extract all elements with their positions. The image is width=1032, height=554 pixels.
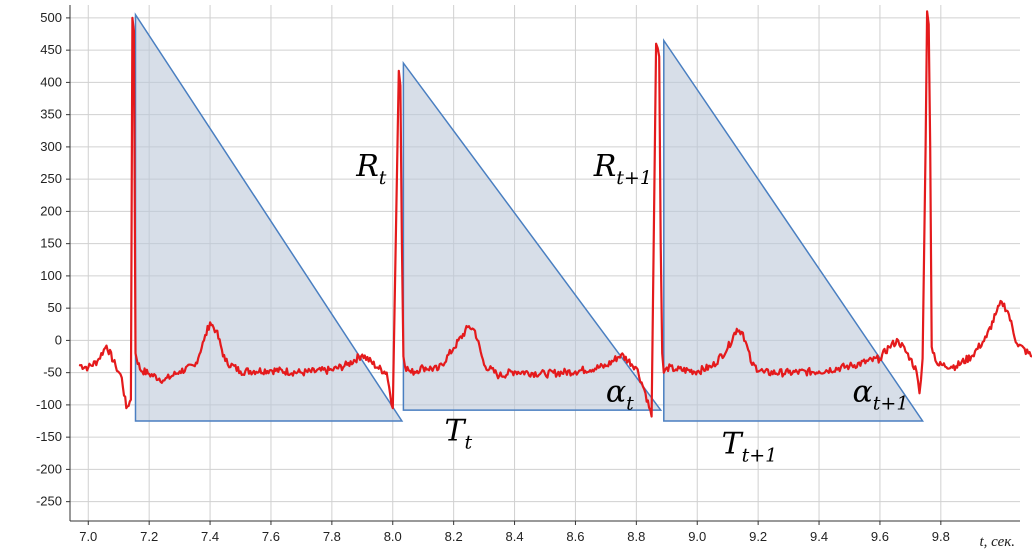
x-tick-label: 7.6 — [262, 529, 280, 544]
y-tick-label: -200 — [36, 461, 62, 476]
x-axis-label: t, сек. — [979, 534, 1015, 550]
x-tick-label: 8.4 — [506, 529, 524, 544]
y-tick-label: 450 — [40, 42, 62, 57]
y-tick-labels: 500450400350300250200150100500-50-100-15… — [36, 10, 70, 509]
annotation-subscript: t+1 — [616, 167, 652, 189]
annotation-subscript: t+1 — [742, 444, 778, 466]
x-tick-label: 9.2 — [749, 529, 767, 544]
x-tick-label: 8.2 — [445, 529, 463, 544]
x-tick-label: 7.4 — [201, 529, 219, 544]
x-tick-labels: 7.0 7.2 7.4 7.6 7.8 8.0 8.2 8.4 8.6 8.8 9.0 9.2 9.4 9… — [79, 521, 950, 544]
y-tick-label: -50 — [43, 365, 62, 380]
y-tick-label: -250 — [36, 494, 62, 509]
x-tick-label: 7.2 — [140, 529, 158, 544]
x-tick-label: 7.0 — [79, 529, 97, 544]
x-tick-label: 9.8 — [932, 529, 950, 544]
y-tick-label: 350 — [40, 107, 62, 122]
annotation-subscript: t — [465, 431, 473, 453]
y-tick-label: 400 — [40, 74, 62, 89]
y-tick-label: 300 — [40, 139, 62, 154]
x-tick-label: 9.6 — [871, 529, 889, 544]
x-tick-label: 8.6 — [566, 529, 584, 544]
annotation-subscript: t+1 — [873, 393, 909, 415]
y-tick-label: -100 — [36, 397, 62, 412]
annotation-subscript: t — [626, 393, 634, 415]
y-tick-label: 250 — [40, 171, 62, 186]
x-tick-label: 8.0 — [384, 529, 402, 544]
y-tick-label: 200 — [40, 203, 62, 218]
x-tick-label: 8.8 — [627, 529, 645, 544]
y-tick-label: 0 — [55, 332, 62, 347]
x-tick-label: 9.0 — [688, 529, 706, 544]
y-tick-label: 500 — [40, 10, 62, 25]
y-tick-label: 150 — [40, 236, 62, 251]
y-tick-label: 50 — [48, 300, 62, 315]
x-tick-label: 9.4 — [810, 529, 828, 544]
x-tick-label: 7.8 — [323, 529, 341, 544]
annotation-subscript: t — [379, 167, 387, 189]
y-tick-label: -150 — [36, 429, 62, 444]
y-tick-label: 100 — [40, 268, 62, 283]
